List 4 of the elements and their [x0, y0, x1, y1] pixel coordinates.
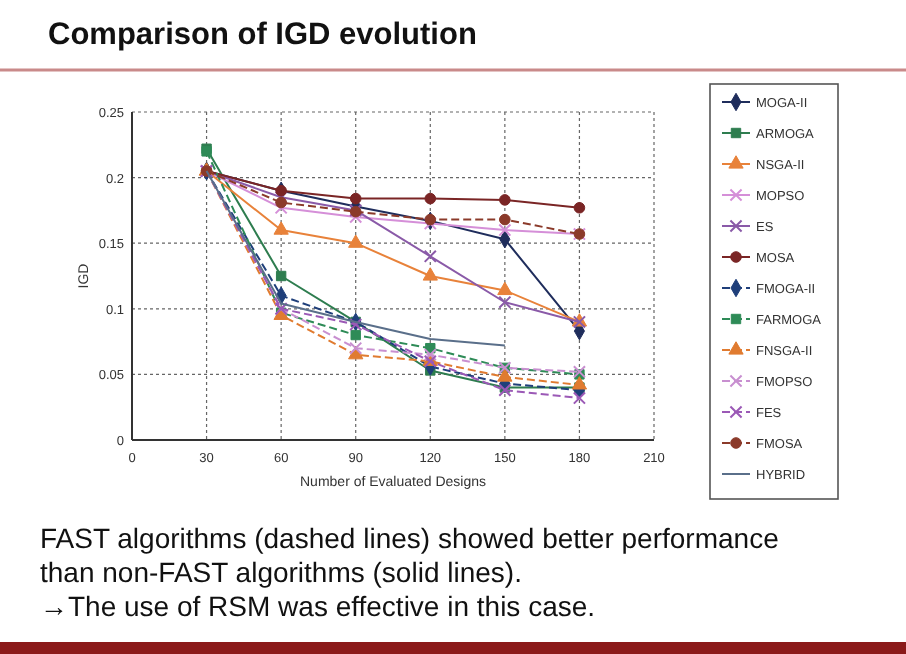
chart-title: Comparison of IGD evolution: [48, 18, 477, 52]
text: →The use of RSM was effective in this case.: [40, 590, 596, 622]
text: than non-FAST algorithms (solid lines).: [40, 556, 522, 588]
text: FAST algorithms (dashed lines) showed better performance: [40, 522, 780, 554]
